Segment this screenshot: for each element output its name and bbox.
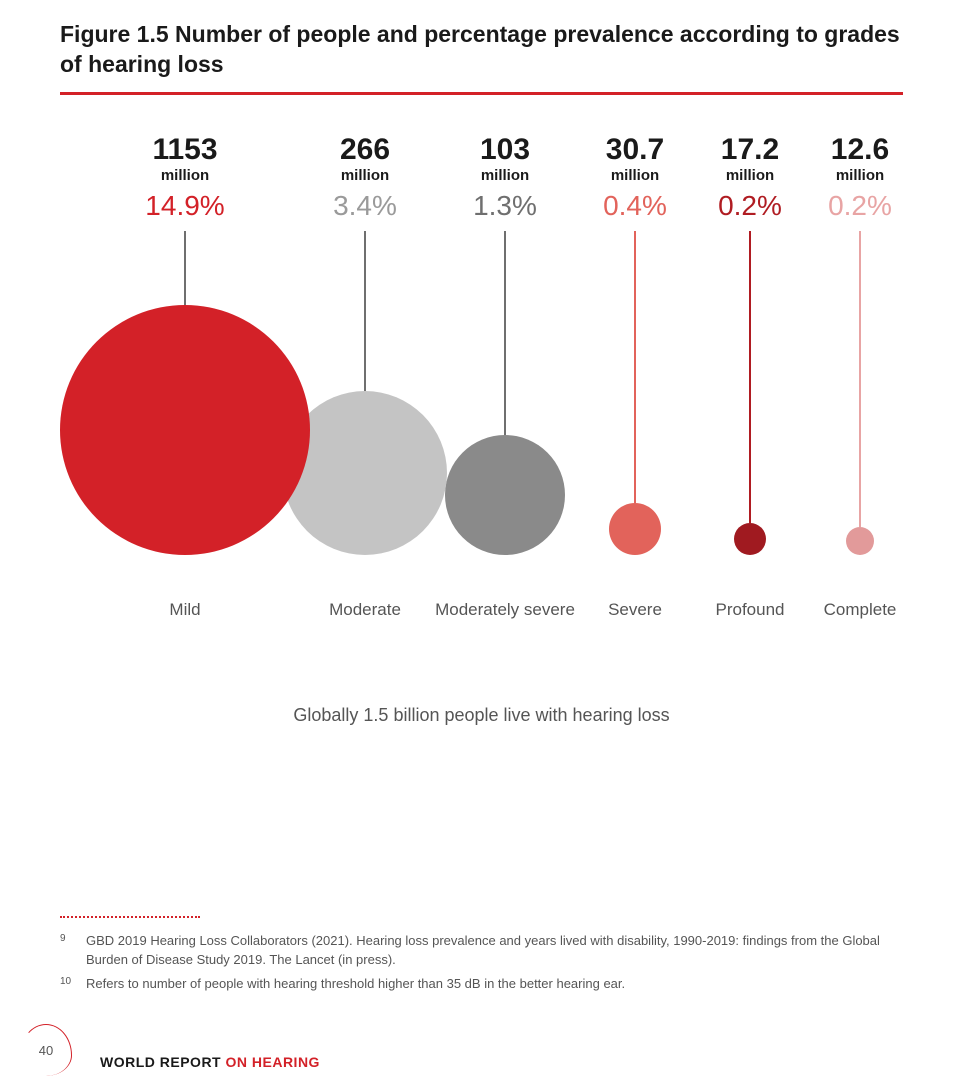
value-unit: million (115, 167, 255, 184)
connector-line (749, 231, 751, 523)
bubble (846, 527, 874, 555)
page-footer: 40 WORLD REPORT ON HEARING (60, 1024, 903, 1084)
report-title: WORLD REPORT ON HEARING (100, 1054, 320, 1070)
value-percentage: 1.3% (435, 192, 575, 220)
value-unit: million (435, 167, 575, 184)
figure-title: Figure 1.5 Number of people and percenta… (60, 20, 903, 80)
value-header: 103 million 1.3% (435, 135, 575, 220)
category-label: Moderately severe (435, 600, 575, 620)
connector-line (859, 231, 861, 527)
bubble (734, 523, 766, 555)
value-number: 12.6 (790, 135, 930, 165)
bubble-chart: 1153million14.9%Mild266million3.4%Modera… (60, 135, 903, 695)
footnote-text: Refers to number of people with hearing … (86, 975, 625, 994)
report-title-prefix: WORLD REPORT (100, 1054, 226, 1070)
footnote-text: GBD 2019 Hearing Loss Collaborators (202… (86, 932, 903, 970)
value-header: 12.6 million 0.2% (790, 135, 930, 220)
summary-line: Globally 1.5 billion people live with he… (60, 705, 903, 726)
dotted-rule (60, 916, 200, 918)
bubble (445, 435, 565, 555)
title-rule (60, 92, 903, 95)
value-number: 266 (295, 135, 435, 165)
page-number: 40 (39, 1043, 53, 1058)
value-percentage: 3.4% (295, 192, 435, 220)
footnotes: 9 GBD 2019 Hearing Loss Collaborators (20… (60, 916, 903, 995)
connector-line (634, 231, 636, 503)
connector-line (184, 231, 186, 305)
value-percentage: 14.9% (115, 192, 255, 220)
footnote-marker: 10 (60, 975, 72, 994)
value-unit: million (790, 167, 930, 184)
category-label: Mild (115, 600, 255, 620)
connector-line (504, 231, 506, 435)
footnote: 10 Refers to number of people with hearin… (60, 975, 903, 994)
category-label: Complete (790, 600, 930, 620)
page-badge: 40 (20, 1024, 72, 1076)
report-title-accent: ON HEARING (226, 1054, 320, 1070)
footnote: 9 GBD 2019 Hearing Loss Collaborators (20… (60, 932, 903, 970)
connector-line (364, 231, 366, 391)
footnote-marker: 9 (60, 932, 72, 970)
value-number: 103 (435, 135, 575, 165)
bubble (609, 503, 661, 555)
category-label: Moderate (295, 600, 435, 620)
value-unit: million (295, 167, 435, 184)
value-percentage: 0.2% (790, 192, 930, 220)
bubble (60, 305, 310, 555)
value-header: 266 million 3.4% (295, 135, 435, 220)
value-header: 1153 million 14.9% (115, 135, 255, 220)
value-number: 1153 (115, 135, 255, 165)
